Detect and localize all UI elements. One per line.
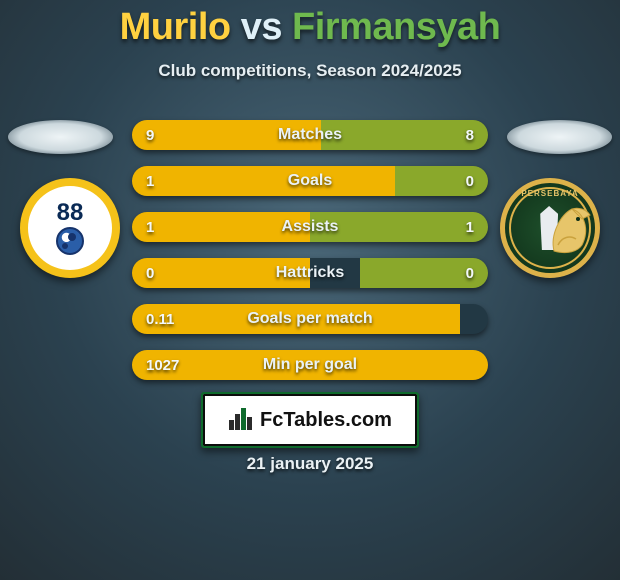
subtitle: Club competitions, Season 2024/2025 [0,61,620,81]
bar-label: Goals [132,166,488,196]
stat-bar: 10Goals [132,166,488,196]
bar-label: Matches [132,120,488,150]
fish-icon [548,205,592,257]
player1-name: Murilo [120,6,231,48]
comparison-infographic: Murilo vs Firmansyah Club competitions, … [0,0,620,580]
bar-label: Goals per match [132,304,488,334]
title-row: Murilo vs Firmansyah [0,0,620,49]
title-vs: vs [241,6,282,48]
bars-icon [228,408,254,432]
bar-label: Hattricks [132,258,488,288]
stat-bar: 00Hattricks [132,258,488,288]
stat-bar: 0.11Goals per match [132,304,488,334]
date-text: 21 january 2025 [0,454,620,474]
bar-label: Min per goal [132,350,488,380]
fctables-badge: FcTables.com [201,392,419,448]
badge-right-arc-text: PERSEBAYA [513,189,587,198]
bar-label: Assists [132,212,488,242]
stat-bar: 98Matches [132,120,488,150]
stat-bar: 1027Min per goal [132,350,488,380]
left-halo [8,120,113,154]
stat-bar: 11Assists [132,212,488,242]
club-badge-right: PERSEBAYA [500,178,600,278]
soccer-ball-icon [56,227,84,255]
club-badge-left: 88 [20,178,120,278]
player2-name: Firmansyah [292,6,500,48]
stat-bars: 98Matches 10Goals 11Assists 00Hattricks 0.11… [132,120,488,396]
badge-left-number: 88 [57,201,84,225]
right-halo [507,120,612,154]
fctables-text: FcTables.com [260,409,392,432]
